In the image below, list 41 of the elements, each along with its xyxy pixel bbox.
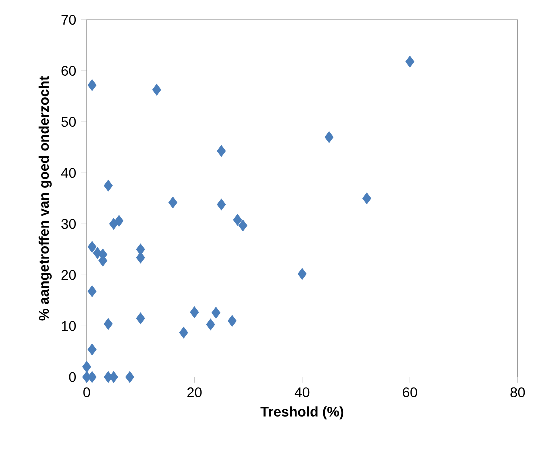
point [82,361,92,373]
point [298,268,307,280]
x-tick-label: 40 [294,388,310,398]
point [126,371,134,384]
point [324,132,334,144]
point [190,306,200,318]
x-tick-label: 20 [188,388,202,398]
point [168,196,178,209]
point [88,241,97,253]
point [217,145,226,157]
point [136,312,146,324]
x-tick-label: 60 [403,388,418,398]
point [104,180,113,192]
x-axis-title: Treshold (%) [260,406,344,420]
point [238,220,248,232]
point [362,192,372,204]
y-tick-label: 40 [61,168,76,178]
point [88,286,97,298]
y-tick-label: 0 [69,372,76,382]
point [88,79,97,92]
point [228,315,237,327]
y-tick-label: 30 [62,219,76,230]
y-tick-label: 10 [62,321,76,332]
y-tick-label: 20 [62,270,76,280]
point [179,326,188,339]
point [152,84,162,96]
point [88,344,97,356]
x-tick-label: 80 [510,388,526,398]
point [104,318,113,330]
point [406,56,415,68]
point [114,215,124,227]
point [217,198,226,211]
y-axis-title: % aangetroffen van goed onderzocht [38,76,52,321]
point [206,318,216,331]
y-tick-label: 70 [62,15,76,25]
point [233,214,242,226]
x-tick-label: 0 [84,388,90,398]
y-tick-label: 50 [62,117,76,128]
point [109,218,118,230]
y-tick-label: 60 [62,66,76,76]
point [212,307,221,319]
